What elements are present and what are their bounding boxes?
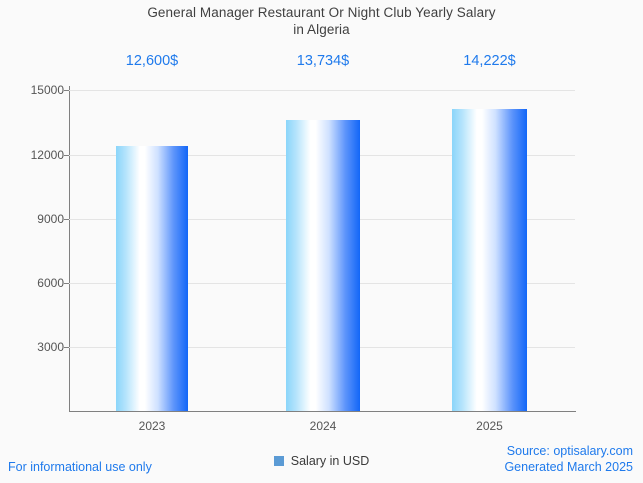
bar-2024[interactable] <box>286 120 360 411</box>
chart-title-line-1: General Manager Restaurant Or Night Club… <box>147 5 496 20</box>
y-tick-label-3000: 3000 <box>37 340 64 354</box>
y-tick-mark-9000 <box>64 219 70 220</box>
data-label-2025: 14,222$ <box>463 53 516 69</box>
y-tick-label-6000: 6000 <box>37 276 64 290</box>
x-tick-label-2024: 2024 <box>309 419 337 433</box>
footer-source: Source: optisalary.com Generated March 2… <box>504 443 633 475</box>
y-axis-line <box>69 86 70 412</box>
y-tick-label-9000: 9000 <box>37 212 64 226</box>
legend-swatch-icon <box>273 456 284 466</box>
gridline-15000 <box>69 90 575 91</box>
y-tick-mark-6000 <box>64 283 70 284</box>
y-tick-label-12000: 12000 <box>30 148 64 162</box>
footer-disclaimer: For informational use only <box>8 460 152 474</box>
data-label-2023: 12,600$ <box>125 53 179 69</box>
chart-title-line-2: in Algeria <box>293 22 350 37</box>
legend-label: Salary in USD <box>290 454 370 468</box>
y-tick-mark-12000 <box>64 155 70 156</box>
footer-generated-line: Generated March 2025 <box>504 460 633 474</box>
x-axis-line <box>69 411 576 412</box>
x-tick-label-2025: 2025 <box>476 419 503 433</box>
bar-2023[interactable] <box>116 146 188 411</box>
chart-legend: Salary in USD <box>0 452 643 470</box>
chart-title: General Manager Restaurant Or Night Club… <box>0 4 643 38</box>
y-axis-labels: 15000 12000 9000 6000 3000 <box>0 0 64 483</box>
bar-2025[interactable] <box>452 109 527 411</box>
y-tick-mark-3000 <box>64 347 70 348</box>
y-tick-mark-15000 <box>64 90 70 91</box>
y-tick-label-15000: 15000 <box>30 83 64 97</box>
plot-area <box>69 90 575 411</box>
x-tick-label-2023: 2023 <box>138 419 166 433</box>
footer-source-line: Source: optisalary.com <box>506 444 633 458</box>
data-label-2024: 13,734$ <box>296 53 350 69</box>
legend-item-salary-in-usd[interactable]: Salary in USD <box>267 452 376 470</box>
